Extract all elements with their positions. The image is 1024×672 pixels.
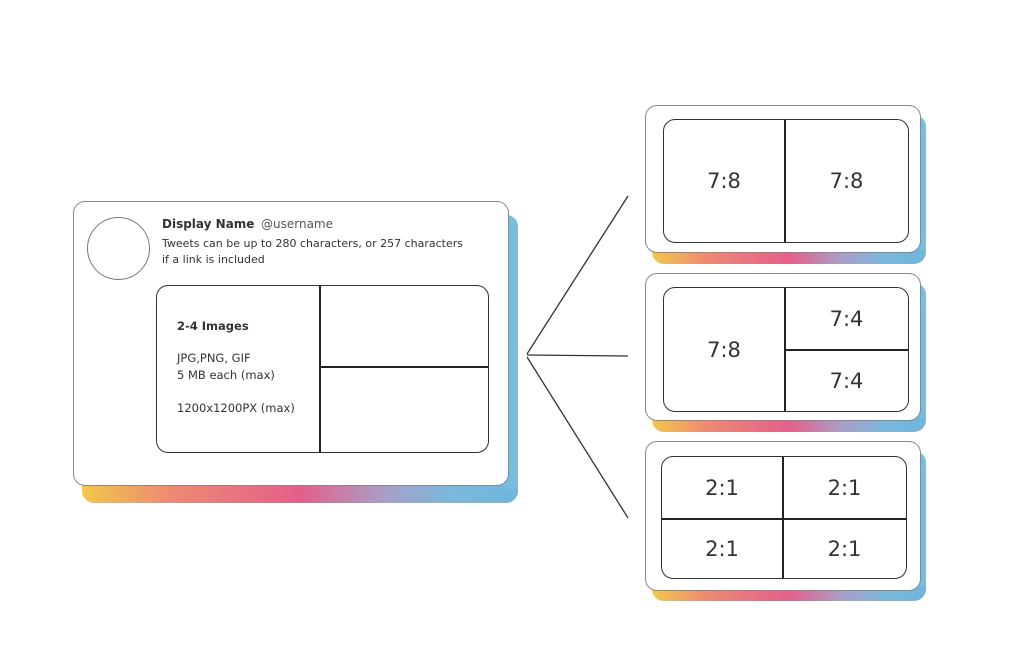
layout-card-two: 7:8 7:8 <box>645 105 921 253</box>
divider <box>662 518 906 520</box>
images-title: 2-4 Images <box>177 319 249 333</box>
ratio-label: 2:1 <box>705 536 739 561</box>
layout-card-four: 2:1 2:1 2:1 2:1 <box>645 441 921 591</box>
connector-line <box>526 354 629 357</box>
layout-card-three: 7:8 7:4 7:4 <box>645 273 921 421</box>
layout-grid: 7:8 7:8 <box>663 119 909 243</box>
avatar <box>87 217 150 280</box>
ratio-label: 7:8 <box>707 169 741 193</box>
ratio-label: 7:4 <box>829 306 864 331</box>
tweet-image-grid: 2-4 Images JPG,PNG, GIF 5 MB each (max) … <box>156 285 489 453</box>
tweet-body-line1: Tweets can be up to 280 characters, or 2… <box>162 237 464 250</box>
ratio-label: 2:1 <box>827 475 862 500</box>
divider <box>319 286 321 452</box>
layout-grid: 7:8 7:4 7:4 <box>663 287 909 412</box>
layout-grid: 2:1 2:1 2:1 2:1 <box>661 456 907 579</box>
ratio-label: 2:1 <box>705 475 739 500</box>
divider <box>784 120 786 242</box>
connector-line <box>526 195 629 355</box>
divider <box>784 349 908 351</box>
ratio-label: 7:8 <box>707 337 741 362</box>
file-size: 5 MB each (max) <box>177 368 275 382</box>
divider <box>319 366 488 368</box>
connector-line <box>526 356 629 519</box>
formats: JPG,PNG, GIF <box>177 351 251 365</box>
tweet-body-line2: if a link is included <box>162 253 265 266</box>
dimensions: 1200x1200PX (max) <box>177 401 295 415</box>
display-name: Display Name <box>162 217 255 231</box>
username: @username <box>261 217 333 231</box>
tweet-card: Display Name @username Tweets can be up … <box>73 201 509 486</box>
ratio-label: 2:1 <box>827 536 862 561</box>
divider <box>782 457 784 578</box>
ratio-label: 7:4 <box>829 368 864 393</box>
ratio-label: 7:8 <box>829 169 864 193</box>
